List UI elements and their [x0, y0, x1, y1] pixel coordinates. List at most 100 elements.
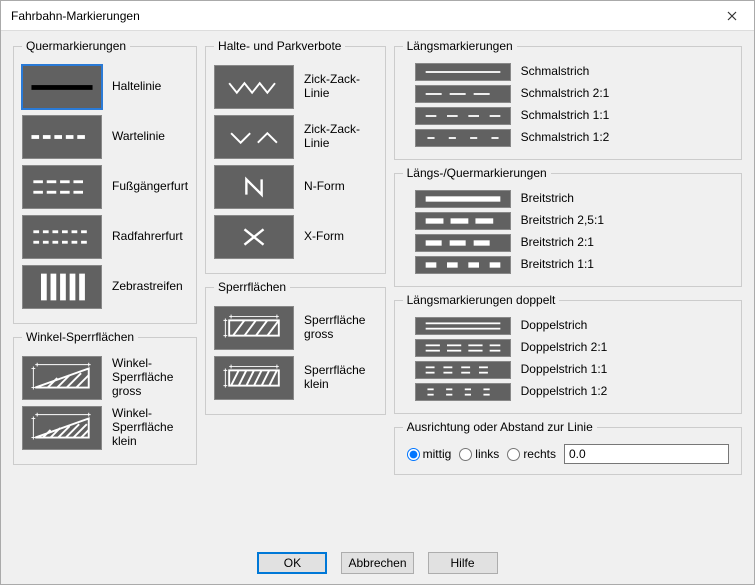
- option-label: Doppelstrich 1:2: [521, 385, 608, 399]
- option-haltelinie[interactable]: Haltelinie: [22, 65, 188, 109]
- option-label: Wartelinie: [112, 130, 165, 144]
- distance-input[interactable]: [564, 444, 729, 464]
- option-label: Haltelinie: [112, 80, 161, 94]
- option-breitstrich-11[interactable]: Breitstrich 1:1: [403, 256, 733, 274]
- swatch-winkel-gross: [22, 356, 102, 400]
- swatch-sperr-gross: [214, 306, 294, 350]
- radio-mittig[interactable]: mittig: [407, 447, 452, 461]
- option-label: Doppelstrich 1:1: [521, 363, 608, 377]
- option-schmalstrich-11[interactable]: Schmalstrich 1:1: [403, 107, 733, 125]
- option-label: Schmalstrich 1:1: [521, 109, 610, 123]
- group-laengs-quer: Längs-/Quermarkierungen Breitstrich Brei…: [394, 166, 742, 287]
- option-label: Doppelstrich 2:1: [521, 341, 608, 355]
- help-button[interactable]: Hilfe: [428, 552, 498, 574]
- option-sperr-klein[interactable]: Sperrfläche klein: [214, 356, 377, 400]
- swatch-breitstrich: [415, 190, 511, 208]
- ok-button[interactable]: OK: [257, 552, 327, 574]
- swatch-haltelinie: [22, 65, 102, 109]
- close-button[interactable]: [709, 1, 754, 31]
- group-halte-parkverbote: Halte- und Parkverbote Zick-Zack-Linie Z…: [205, 39, 386, 274]
- option-label: Breitstrich 2:1: [521, 236, 594, 250]
- option-label: Breitstrich: [521, 192, 574, 206]
- option-doppelstrich-21[interactable]: Doppelstrich 2:1: [403, 339, 733, 357]
- option-label: Fußgängerfurt: [112, 180, 188, 194]
- swatch-wartelinie: [22, 115, 102, 159]
- option-nform[interactable]: N-Form: [214, 165, 377, 209]
- option-label: Zick-Zack-Linie: [304, 123, 377, 151]
- option-fussgaengerfurt[interactable]: Fußgängerfurt: [22, 165, 188, 209]
- option-label: Radfahrerfurt: [112, 230, 183, 244]
- swatch-breitstrich-11: [415, 256, 511, 274]
- group-title: Quermarkierungen: [22, 39, 130, 53]
- group-title: Halte- und Parkverbote: [214, 39, 345, 53]
- option-zebrastreifen[interactable]: Zebrastreifen: [22, 265, 188, 309]
- option-winkel-gross[interactable]: Winkel-Sperrfläche gross: [22, 356, 188, 400]
- option-label: Breitstrich 1:1: [521, 258, 594, 272]
- group-laengsmarkierungen: Längsmarkierungen Schmalstrich Schmalstr…: [394, 39, 742, 160]
- option-label: Doppelstrich: [521, 319, 588, 333]
- radio-label: mittig: [423, 447, 452, 461]
- option-schmalstrich-21[interactable]: Schmalstrich 2:1: [403, 85, 733, 103]
- radio-rechts-input[interactable]: [507, 448, 520, 461]
- option-breitstrich-21[interactable]: Breitstrich 2:1: [403, 234, 733, 252]
- option-breitstrich-251[interactable]: Breitstrich 2,5:1: [403, 212, 733, 230]
- swatch-breitstrich-21: [415, 234, 511, 252]
- option-breitstrich[interactable]: Breitstrich: [403, 190, 733, 208]
- swatch-zebrastreifen: [22, 265, 102, 309]
- option-label: Winkel-Sperrfläche klein: [112, 407, 188, 448]
- option-schmalstrich-12[interactable]: Schmalstrich 1:2: [403, 129, 733, 147]
- swatch-zickzack-1: [214, 65, 294, 109]
- group-title: Ausrichtung oder Abstand zur Linie: [403, 420, 597, 434]
- option-doppelstrich[interactable]: Doppelstrich: [403, 317, 733, 335]
- dialog-window: Fahrbahn-Markierungen Quermarkierungen H…: [0, 0, 755, 585]
- radio-label: links: [475, 447, 499, 461]
- option-wartelinie[interactable]: Wartelinie: [22, 115, 188, 159]
- option-label: Schmalstrich 1:2: [521, 131, 610, 145]
- option-label: N-Form: [304, 180, 345, 194]
- option-zickzack-2[interactable]: Zick-Zack-Linie: [214, 115, 377, 159]
- swatch-doppelstrich: [415, 317, 511, 335]
- swatch-schmalstrich-21: [415, 85, 511, 103]
- group-quermarkierungen: Quermarkierungen Haltelinie: [13, 39, 197, 324]
- group-title: Längs-/Quermarkierungen: [403, 166, 551, 180]
- group-title: Längsmarkierungen doppelt: [403, 293, 560, 307]
- swatch-xform: [214, 215, 294, 259]
- swatch-radfahrerfurt: [22, 215, 102, 259]
- option-winkel-klein[interactable]: Winkel-Sperrfläche klein: [22, 406, 188, 450]
- swatch-doppelstrich-12: [415, 383, 511, 401]
- swatch-doppelstrich-21: [415, 339, 511, 357]
- option-xform[interactable]: X-Form: [214, 215, 377, 259]
- option-sperr-gross[interactable]: Sperrfläche gross: [214, 306, 377, 350]
- swatch-breitstrich-251: [415, 212, 511, 230]
- swatch-schmalstrich: [415, 63, 511, 81]
- group-doppelt: Längsmarkierungen doppelt Doppelstrich D…: [394, 293, 742, 414]
- content-area: Quermarkierungen Haltelinie: [1, 31, 754, 542]
- group-title: Längsmarkierungen: [403, 39, 517, 53]
- swatch-winkel-klein: [22, 406, 102, 450]
- option-radfahrerfurt[interactable]: Radfahrerfurt: [22, 215, 188, 259]
- radio-links-input[interactable]: [459, 448, 472, 461]
- radio-rechts[interactable]: rechts: [507, 447, 556, 461]
- option-schmalstrich[interactable]: Schmalstrich: [403, 63, 733, 81]
- swatch-zickzack-2: [214, 115, 294, 159]
- option-label: Schmalstrich: [521, 65, 590, 79]
- group-alignment: Ausrichtung oder Abstand zur Linie mitti…: [394, 420, 742, 475]
- titlebar: Fahrbahn-Markierungen: [1, 1, 754, 31]
- option-doppelstrich-11[interactable]: Doppelstrich 1:1: [403, 361, 733, 379]
- option-zickzack-1[interactable]: Zick-Zack-Linie: [214, 65, 377, 109]
- radio-links[interactable]: links: [459, 447, 499, 461]
- group-title: Winkel-Sperrflächen: [22, 330, 138, 344]
- close-icon: [727, 11, 737, 21]
- radio-mittig-input[interactable]: [407, 448, 420, 461]
- group-title: Sperrflächen: [214, 280, 290, 294]
- cancel-button[interactable]: Abbrechen: [341, 552, 413, 574]
- swatch-sperr-klein: [214, 356, 294, 400]
- radio-label: rechts: [523, 447, 556, 461]
- swatch-fussgaengerfurt: [22, 165, 102, 209]
- option-label: Sperrfläche gross: [304, 314, 377, 342]
- window-title: Fahrbahn-Markierungen: [11, 9, 709, 23]
- swatch-schmalstrich-12: [415, 129, 511, 147]
- option-doppelstrich-12[interactable]: Doppelstrich 1:2: [403, 383, 733, 401]
- group-sperrflaechen: Sperrflächen Sperrfläche gross: [205, 280, 386, 415]
- swatch-doppelstrich-11: [415, 361, 511, 379]
